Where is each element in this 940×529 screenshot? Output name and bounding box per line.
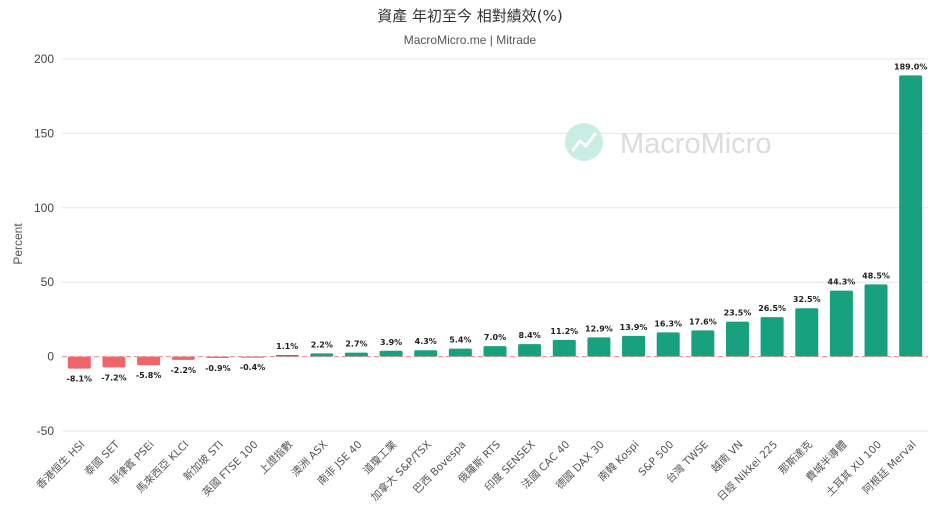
x-tick-label: 加拿大 S&P/TSX — [368, 438, 434, 504]
data-label: 8.4% — [519, 331, 541, 340]
y-axis-label: Percent — [11, 223, 25, 265]
bar — [518, 344, 542, 357]
data-label: 16.3% — [654, 319, 682, 328]
data-label: 7.0% — [484, 333, 506, 342]
data-label: -7.2% — [101, 373, 127, 382]
data-label: 189.0% — [894, 62, 927, 71]
bars — [67, 75, 923, 369]
bar — [656, 332, 680, 357]
bar — [691, 330, 715, 357]
macromicro-logo-icon — [565, 123, 603, 161]
bar — [864, 284, 888, 357]
bar — [795, 308, 819, 357]
y-tick-label: 200 — [34, 52, 54, 66]
bar — [414, 350, 438, 357]
bar — [241, 356, 265, 358]
data-labels: -8.1% -7.2% -5.8% -2.2% -0.9% -0.4% 1.1% 2.2% 2.… — [67, 62, 928, 383]
watermark: MacroMicro — [565, 123, 771, 161]
data-label: 13.9% — [620, 323, 648, 332]
data-label: -0.9% — [205, 364, 231, 373]
data-label: 32.5% — [793, 295, 821, 304]
bar — [344, 352, 368, 357]
data-label: 5.4% — [449, 336, 471, 345]
watermark-text: MacroMicro — [620, 128, 771, 160]
data-label: 4.3% — [415, 337, 437, 346]
y-axis: -50 0 50 100 150 200 — [34, 52, 54, 438]
chart-title: 資產 年初至今 相對績效(%) — [377, 7, 563, 25]
bar — [137, 356, 161, 366]
data-label: -2.2% — [170, 366, 196, 375]
data-label: 26.5% — [758, 304, 786, 313]
y-tick-label: 100 — [34, 201, 54, 215]
chart-subtitle: MacroMicro.me | Mitrade — [404, 33, 537, 47]
data-label: 17.6% — [689, 317, 717, 326]
bar — [310, 353, 334, 357]
y-tick-label: 150 — [34, 126, 54, 140]
data-label: 3.9% — [380, 338, 402, 347]
x-tick-label: 香港恒生 HSI — [34, 438, 88, 492]
y-tick-label: 50 — [41, 275, 55, 289]
bar — [171, 356, 195, 360]
y-tick-label: 0 — [47, 350, 54, 364]
gridlines — [62, 58, 928, 432]
data-label: 23.5% — [724, 309, 752, 318]
bar — [760, 317, 784, 357]
bar — [899, 75, 923, 357]
bar — [725, 321, 749, 357]
bar — [448, 348, 472, 357]
data-label: 2.2% — [311, 340, 333, 349]
bar — [587, 337, 611, 357]
bar — [102, 356, 126, 368]
bar — [379, 350, 403, 357]
data-label: -5.8% — [136, 371, 162, 380]
bar — [483, 346, 507, 357]
data-label: -8.1% — [67, 375, 93, 384]
data-label: 11.2% — [550, 327, 578, 336]
data-label: 48.5% — [862, 271, 890, 280]
y-tick-label: -50 — [37, 424, 55, 438]
data-label: -0.4% — [240, 363, 266, 372]
data-label: 1.1% — [276, 342, 298, 351]
bar — [622, 335, 646, 357]
bar — [829, 290, 853, 357]
data-label: 44.3% — [828, 278, 856, 287]
data-label: 12.9% — [585, 324, 613, 333]
bar — [552, 339, 576, 357]
x-tick-label: 日經 Nikkei 225 — [715, 438, 781, 504]
bar — [67, 356, 91, 369]
data-label: 2.7% — [345, 340, 367, 349]
